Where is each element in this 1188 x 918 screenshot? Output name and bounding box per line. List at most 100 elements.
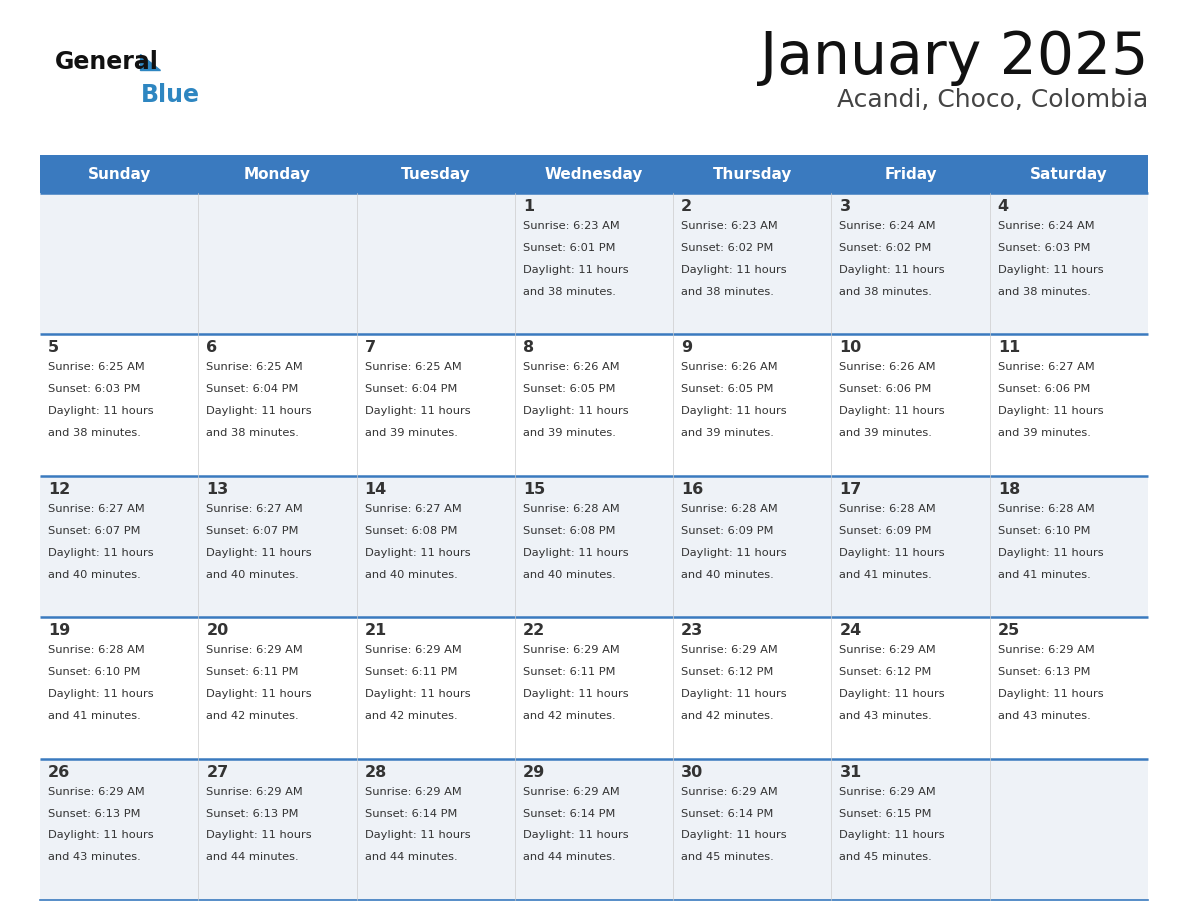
Text: Daylight: 11 hours: Daylight: 11 hours (207, 689, 312, 699)
Text: Sunrise: 6:28 AM: Sunrise: 6:28 AM (48, 645, 145, 655)
Text: Daylight: 11 hours: Daylight: 11 hours (365, 831, 470, 841)
Text: Daylight: 11 hours: Daylight: 11 hours (48, 548, 153, 557)
Text: and 45 minutes.: and 45 minutes. (681, 852, 773, 862)
Text: Sunset: 6:12 PM: Sunset: 6:12 PM (681, 667, 773, 677)
Text: 21: 21 (365, 623, 387, 638)
Text: 15: 15 (523, 482, 545, 497)
Text: 31: 31 (840, 765, 861, 779)
Text: Sunset: 6:12 PM: Sunset: 6:12 PM (840, 667, 931, 677)
Text: Sunset: 6:13 PM: Sunset: 6:13 PM (48, 809, 140, 819)
Text: Sunrise: 6:28 AM: Sunrise: 6:28 AM (681, 504, 778, 514)
Text: 30: 30 (681, 765, 703, 779)
Text: and 38 minutes.: and 38 minutes. (207, 428, 299, 438)
Text: Sunset: 6:08 PM: Sunset: 6:08 PM (523, 526, 615, 536)
Text: Daylight: 11 hours: Daylight: 11 hours (207, 548, 312, 557)
Text: Sunset: 6:04 PM: Sunset: 6:04 PM (207, 385, 298, 395)
Bar (198, 155, 356, 193)
Text: Sunrise: 6:27 AM: Sunrise: 6:27 AM (998, 363, 1094, 373)
Text: Sunrise: 6:29 AM: Sunrise: 6:29 AM (998, 645, 1094, 655)
Text: Daylight: 11 hours: Daylight: 11 hours (523, 407, 628, 416)
Text: Tuesday: Tuesday (400, 166, 470, 182)
Text: 9: 9 (681, 341, 693, 355)
Text: Daylight: 11 hours: Daylight: 11 hours (681, 407, 786, 416)
Text: Sunset: 6:03 PM: Sunset: 6:03 PM (998, 243, 1091, 253)
Text: Daylight: 11 hours: Daylight: 11 hours (998, 264, 1104, 274)
Text: Sunrise: 6:29 AM: Sunrise: 6:29 AM (207, 787, 303, 797)
Polygon shape (140, 54, 160, 70)
Text: 24: 24 (840, 623, 861, 638)
Text: Sunrise: 6:28 AM: Sunrise: 6:28 AM (840, 504, 936, 514)
Text: January 2025: January 2025 (759, 28, 1148, 85)
Text: Sunset: 6:06 PM: Sunset: 6:06 PM (998, 385, 1091, 395)
Text: Sunrise: 6:29 AM: Sunrise: 6:29 AM (840, 787, 936, 797)
Text: 20: 20 (207, 623, 228, 638)
Text: Daylight: 11 hours: Daylight: 11 hours (998, 689, 1104, 699)
Text: and 44 minutes.: and 44 minutes. (207, 852, 299, 862)
Text: 12: 12 (48, 482, 70, 497)
Text: 28: 28 (365, 765, 387, 779)
Text: Monday: Monday (244, 166, 311, 182)
Text: Sunset: 6:09 PM: Sunset: 6:09 PM (681, 526, 773, 536)
Text: Sunrise: 6:28 AM: Sunrise: 6:28 AM (998, 504, 1094, 514)
Text: Wednesday: Wednesday (545, 166, 643, 182)
Text: and 41 minutes.: and 41 minutes. (48, 711, 140, 721)
Text: Daylight: 11 hours: Daylight: 11 hours (207, 831, 312, 841)
Text: and 43 minutes.: and 43 minutes. (48, 852, 140, 862)
Text: Daylight: 11 hours: Daylight: 11 hours (681, 689, 786, 699)
Text: and 44 minutes.: and 44 minutes. (365, 852, 457, 862)
Text: Sunrise: 6:26 AM: Sunrise: 6:26 AM (681, 363, 778, 373)
Text: Daylight: 11 hours: Daylight: 11 hours (365, 548, 470, 557)
Text: Daylight: 11 hours: Daylight: 11 hours (681, 831, 786, 841)
Bar (674, 155, 832, 193)
Text: and 42 minutes.: and 42 minutes. (523, 711, 615, 721)
Text: Daylight: 11 hours: Daylight: 11 hours (48, 831, 153, 841)
Text: Sunrise: 6:29 AM: Sunrise: 6:29 AM (523, 787, 620, 797)
Bar (40, 193, 1148, 334)
Text: Sunrise: 6:29 AM: Sunrise: 6:29 AM (365, 787, 461, 797)
Text: Sunset: 6:01 PM: Sunset: 6:01 PM (523, 243, 615, 253)
Text: and 42 minutes.: and 42 minutes. (207, 711, 299, 721)
Text: Daylight: 11 hours: Daylight: 11 hours (523, 831, 628, 841)
Text: and 41 minutes.: and 41 minutes. (840, 569, 933, 579)
Bar (40, 617, 1148, 758)
Text: Sunset: 6:05 PM: Sunset: 6:05 PM (523, 385, 615, 395)
Bar (40, 476, 1148, 617)
Text: Sunset: 6:07 PM: Sunset: 6:07 PM (207, 526, 299, 536)
Text: 16: 16 (681, 482, 703, 497)
Text: Sunrise: 6:29 AM: Sunrise: 6:29 AM (681, 787, 778, 797)
Text: Friday: Friday (884, 166, 937, 182)
Text: and 39 minutes.: and 39 minutes. (998, 428, 1091, 438)
Text: and 42 minutes.: and 42 minutes. (365, 711, 457, 721)
Text: Daylight: 11 hours: Daylight: 11 hours (840, 548, 944, 557)
Text: Daylight: 11 hours: Daylight: 11 hours (681, 264, 786, 274)
Bar (514, 155, 674, 193)
Text: Daylight: 11 hours: Daylight: 11 hours (681, 548, 786, 557)
Text: and 42 minutes.: and 42 minutes. (681, 711, 773, 721)
Text: Sunset: 6:02 PM: Sunset: 6:02 PM (840, 243, 931, 253)
Text: 3: 3 (840, 199, 851, 214)
Text: and 39 minutes.: and 39 minutes. (523, 428, 615, 438)
Text: and 40 minutes.: and 40 minutes. (207, 569, 299, 579)
Text: and 38 minutes.: and 38 minutes. (840, 286, 933, 297)
Text: Daylight: 11 hours: Daylight: 11 hours (840, 689, 944, 699)
Text: 14: 14 (365, 482, 387, 497)
Text: and 39 minutes.: and 39 minutes. (365, 428, 457, 438)
Text: 6: 6 (207, 341, 217, 355)
Text: Daylight: 11 hours: Daylight: 11 hours (365, 407, 470, 416)
Text: Sunrise: 6:29 AM: Sunrise: 6:29 AM (681, 645, 778, 655)
Bar (832, 155, 990, 193)
Text: Sunset: 6:13 PM: Sunset: 6:13 PM (207, 809, 299, 819)
Text: and 39 minutes.: and 39 minutes. (840, 428, 933, 438)
Text: Sunset: 6:10 PM: Sunset: 6:10 PM (48, 667, 140, 677)
Text: Sunset: 6:15 PM: Sunset: 6:15 PM (840, 809, 931, 819)
Text: 23: 23 (681, 623, 703, 638)
Text: and 38 minutes.: and 38 minutes. (48, 428, 141, 438)
Text: Sunrise: 6:29 AM: Sunrise: 6:29 AM (365, 645, 461, 655)
Text: 22: 22 (523, 623, 545, 638)
Text: Sunrise: 6:25 AM: Sunrise: 6:25 AM (48, 363, 145, 373)
Bar (40, 334, 1148, 476)
Text: Daylight: 11 hours: Daylight: 11 hours (48, 407, 153, 416)
Text: Sunrise: 6:29 AM: Sunrise: 6:29 AM (840, 645, 936, 655)
Text: Daylight: 11 hours: Daylight: 11 hours (840, 831, 944, 841)
Text: 5: 5 (48, 341, 59, 355)
